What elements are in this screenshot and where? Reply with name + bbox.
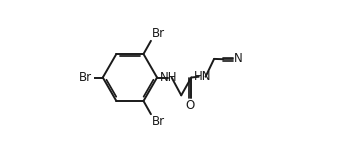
Text: Br: Br — [79, 71, 92, 84]
Text: NH: NH — [159, 71, 177, 84]
Text: N: N — [234, 52, 243, 65]
Text: Br: Br — [152, 27, 165, 40]
Text: O: O — [186, 99, 195, 112]
Text: HN: HN — [194, 70, 211, 83]
Text: Br: Br — [152, 115, 165, 128]
